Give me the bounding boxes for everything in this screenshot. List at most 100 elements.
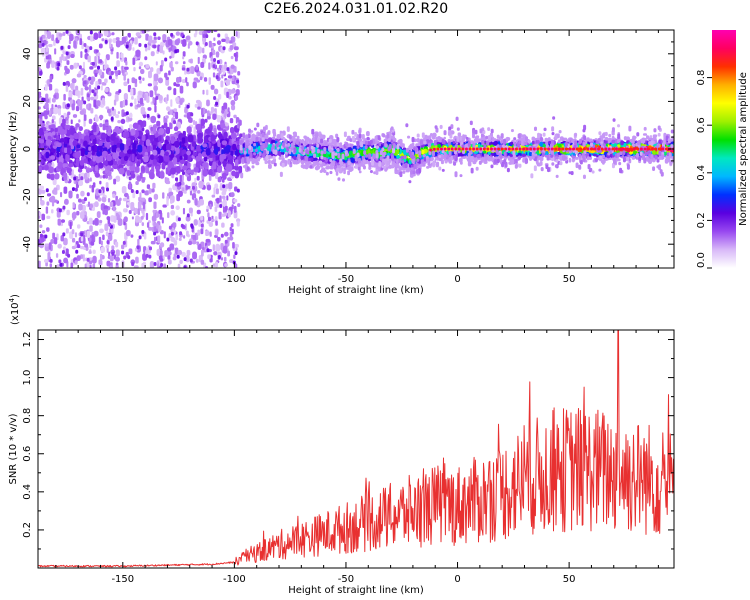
spectrogram-cell: [108, 251, 111, 257]
spectrogram-cell: [217, 166, 223, 174]
spectrogram-cell: [177, 263, 181, 268]
spectrogram-cell: [57, 161, 63, 170]
spectrogram-cell: [63, 237, 68, 246]
spectrogram-cell: [202, 246, 205, 251]
spectrogram-cell: [207, 216, 212, 222]
spectrogram-cell: [86, 230, 91, 239]
spectrogram-cell: [174, 61, 179, 65]
spectrogram-cell: [139, 80, 142, 84]
spectrogram-cell: [51, 131, 56, 136]
spectrogram-cell: [69, 64, 74, 70]
spectrogram-cell: [74, 187, 78, 192]
spectrogram-cell: [142, 120, 147, 128]
spectrogram-cell: [71, 187, 75, 192]
spectrogram-cell: [38, 106, 41, 110]
spectrogram-cell: [180, 223, 184, 228]
spectrogram-cell: [65, 51, 69, 56]
spectrogram-cell: [42, 97, 46, 102]
chart-title: C2E6.2024.031.01.02.R20: [263, 1, 449, 17]
spectrogram-cell: [161, 217, 164, 224]
spectrogram-cell: [209, 231, 212, 237]
spectrogram-cell: [202, 37, 205, 45]
spectrogram-cell: [185, 215, 191, 222]
spectrogram-cell: [204, 118, 208, 123]
spectrogram-cell: [206, 205, 210, 210]
spectrogram-cell: [148, 70, 152, 79]
spectrogram-cell: [94, 217, 99, 226]
spectrogram-cell: [127, 255, 131, 260]
spectrogram-cell: [65, 30, 69, 34]
spectrogram-cell: [38, 139, 45, 144]
spectrogram-cell: [228, 95, 232, 100]
spectrogram-cell: [634, 136, 637, 139]
spectrogram-cell: [144, 30, 150, 33]
spectrogram-cell: [165, 106, 171, 111]
spectrogram-cell: [195, 123, 202, 131]
spectrogram-cell: [89, 30, 93, 35]
spectrogram-cell: [216, 197, 220, 204]
spectrogram-cell: [107, 170, 112, 177]
spectrogram-cell: [196, 144, 201, 152]
spectrogram-cell: [38, 91, 42, 96]
spectrogram-cell: [165, 76, 170, 81]
spectrogram-cell: [99, 253, 103, 261]
spectrogram-cell: [150, 51, 155, 57]
spectrogram-cell: [106, 108, 112, 114]
spectrogram-cell: [87, 55, 91, 63]
spectrogram-cell: [105, 231, 109, 237]
spectrogram-cell: [215, 261, 219, 268]
spectrogram-cell: [178, 104, 181, 109]
spectrogram-cell: [172, 112, 176, 118]
spectrogram-cell: [89, 264, 92, 268]
spectrogram-cell: [151, 215, 157, 222]
spectrogram-cell: [40, 47, 46, 55]
spectrogram-cell: [234, 95, 239, 101]
spectrogram-cell: [213, 37, 216, 42]
spectrogram-cell: [56, 66, 60, 71]
spectrogram-cell: [183, 265, 187, 268]
spectrogram-cell: [201, 107, 204, 116]
spectrogram-cell: [149, 261, 155, 268]
spectrogram-cell: [204, 136, 208, 144]
spectrogram-cell: [111, 245, 115, 250]
spectrogram-cell: [67, 253, 71, 258]
spectrogram-cell: [152, 149, 158, 156]
spectrogram-cell: [167, 254, 171, 260]
spectrogram-cell: [192, 81, 197, 89]
spectrogram-cell: [173, 108, 178, 112]
spectrogram-cell: [78, 100, 83, 106]
spectrogram-cell: [128, 209, 132, 214]
spectrogram-cell: [199, 76, 203, 81]
spectrogram-cell: [145, 212, 149, 221]
spectrogram-cell: [200, 228, 204, 235]
spectrogram-cell: [104, 58, 107, 66]
spectrogram-cell: [220, 122, 226, 129]
spectrogram-cell: [96, 100, 101, 107]
spectrogram-cell: [145, 165, 148, 171]
spectrogram-cell: [158, 95, 163, 101]
spectrogram-cell: [209, 203, 212, 208]
spectrogram-cell: [60, 235, 64, 242]
spectrogram-cell: [83, 43, 87, 48]
spectrogram-cell: [93, 99, 97, 108]
spectrogram-cell: [73, 62, 78, 69]
spectrogram-cell: [212, 113, 217, 120]
spectrogram-cell: [230, 223, 234, 228]
spectrogram-cell: [165, 180, 171, 185]
spectrogram-cell: [186, 126, 192, 134]
spectrogram-cell: [152, 39, 157, 44]
spectrogram-cell: [141, 189, 145, 194]
spectrogram-cell: [44, 164, 49, 171]
spectrogram-cell: [76, 144, 81, 149]
spectrogram-cell: [141, 262, 145, 268]
spectrogram-cell: [120, 118, 126, 125]
spectrogram-cell: [104, 87, 109, 93]
spectrogram-cell: [568, 157, 572, 163]
spectrogram-cell: [91, 145, 95, 151]
spectrogram-cell: [135, 181, 139, 186]
spectrogram-cell: [77, 244, 81, 249]
spectrogram-cell: [126, 170, 131, 176]
spectrogram-cell: [179, 259, 183, 264]
spectrogram-cell: [134, 98, 137, 105]
spectrogram-cell: [166, 94, 169, 101]
